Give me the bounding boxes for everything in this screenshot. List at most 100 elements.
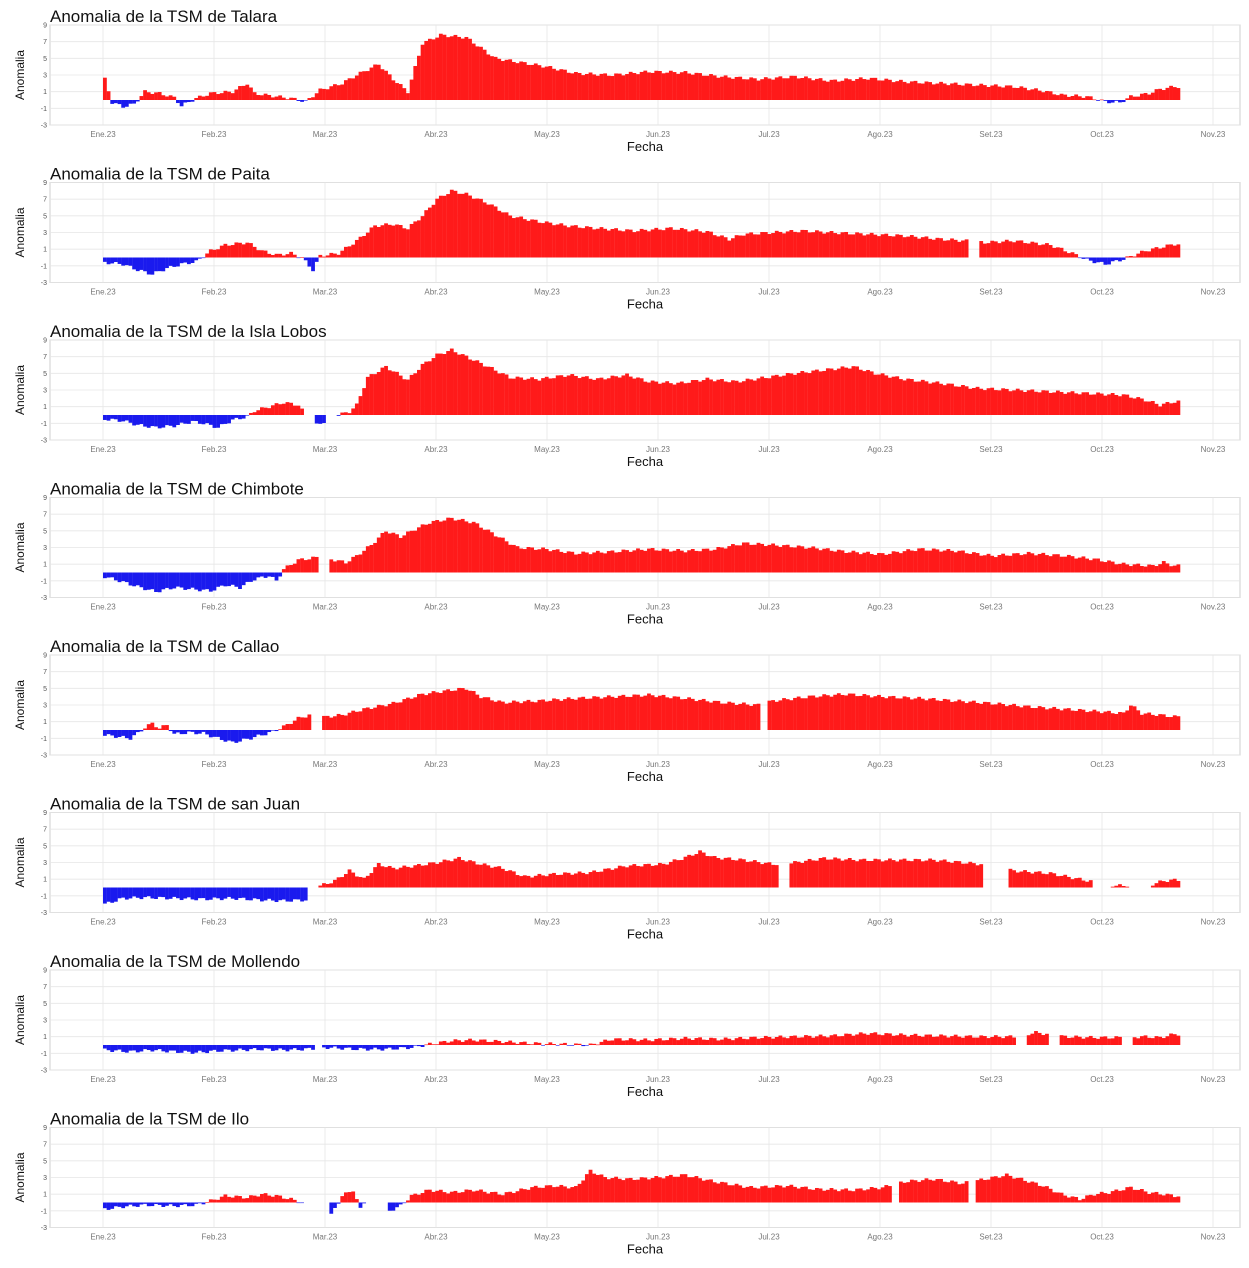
anomaly-bar xyxy=(358,71,363,100)
anomaly-bar xyxy=(972,552,976,573)
anomaly-bar xyxy=(698,381,702,415)
anomaly-bar xyxy=(165,257,169,269)
anomaly-bar xyxy=(1103,711,1108,730)
anomaly-bar xyxy=(756,1188,761,1203)
anomaly-bar xyxy=(260,1193,264,1203)
y-tick-label: 7 xyxy=(43,827,47,834)
anomaly-bar xyxy=(643,70,648,100)
anomaly-bar xyxy=(606,1179,611,1203)
anomaly-bar xyxy=(665,549,670,573)
anomaly-bar xyxy=(296,100,301,101)
anomaly-bar xyxy=(267,408,272,415)
anomaly-bar xyxy=(234,415,239,418)
anomaly-bar xyxy=(665,72,670,100)
anomaly-bar xyxy=(647,72,651,100)
anomaly-bar xyxy=(216,1199,220,1203)
anomaly-bar xyxy=(1001,87,1006,100)
anomaly-bar xyxy=(245,730,250,739)
anomaly-bar xyxy=(793,231,797,258)
anomaly-bar xyxy=(756,542,761,573)
anomaly-bar xyxy=(1008,704,1013,730)
anomaly-bar xyxy=(541,67,545,100)
anomaly-bar xyxy=(278,253,283,258)
anomaly-bar xyxy=(172,415,177,428)
anomaly-bar xyxy=(1023,87,1027,100)
anomaly-bar xyxy=(855,79,859,100)
anomaly-bar xyxy=(544,876,549,888)
anomaly-bar xyxy=(909,379,914,415)
anomaly-bar xyxy=(778,1035,783,1045)
anomaly-bar xyxy=(245,1045,250,1052)
anomaly-bar xyxy=(380,367,385,415)
anomaly-bar xyxy=(340,560,345,573)
anomaly-bar xyxy=(920,548,925,573)
anomaly-bar xyxy=(705,377,710,415)
anomaly-bar xyxy=(417,369,421,415)
x-tick-label: Ene.23 xyxy=(90,130,116,139)
anomaly-bar xyxy=(873,554,878,573)
anomaly-bar xyxy=(365,232,370,258)
anomaly-bar xyxy=(124,1202,129,1207)
anomaly-bar xyxy=(1114,713,1119,730)
anomaly-bar xyxy=(913,381,918,415)
anomaly-bar xyxy=(731,78,735,100)
anomaly-bar xyxy=(621,866,626,888)
anomaly-bar xyxy=(563,225,567,258)
anomaly-bar xyxy=(1125,256,1130,258)
anomaly-bar xyxy=(373,1045,377,1048)
anomaly-bar xyxy=(694,1038,699,1045)
anomaly-bar xyxy=(417,1194,421,1203)
anomaly-bar xyxy=(975,865,980,888)
anomaly-bar xyxy=(497,58,502,100)
anomaly-bar xyxy=(307,98,312,100)
anomaly-bar xyxy=(1158,248,1163,258)
anomaly-bar xyxy=(336,415,341,416)
x-tick-label: Mar.23 xyxy=(313,603,338,612)
anomaly-bar xyxy=(964,239,969,258)
anomaly-bar xyxy=(862,371,867,415)
anomaly-bar xyxy=(950,1036,954,1045)
anomaly-bar xyxy=(636,694,640,730)
anomaly-bar xyxy=(778,1185,783,1203)
anomaly-bar xyxy=(950,701,954,730)
chart-panel: Anomalia de la TSM de Mollendo-3-113579E… xyxy=(13,952,1241,1099)
anomaly-bar xyxy=(504,1041,509,1045)
anomaly-bar xyxy=(975,553,980,573)
anomaly-bar xyxy=(610,228,615,258)
anomaly-bar xyxy=(1099,1036,1104,1045)
anomaly-bar xyxy=(172,1045,177,1051)
x-tick-label: Oct.23 xyxy=(1090,288,1114,297)
anomaly-bar xyxy=(621,1040,626,1045)
anomaly-bar xyxy=(628,1038,633,1045)
anomaly-bar xyxy=(453,858,458,888)
anomaly-bar xyxy=(800,77,805,100)
anomaly-bar xyxy=(687,1177,692,1203)
anomaly-bar xyxy=(442,354,447,415)
anomaly-bar xyxy=(1059,93,1064,100)
anomaly-bar xyxy=(599,698,604,730)
anomaly-bar xyxy=(1037,90,1042,100)
anomaly-bar xyxy=(1143,566,1148,573)
anomaly-bar xyxy=(997,243,1002,258)
anomaly-bar xyxy=(957,861,962,888)
anomaly-bar xyxy=(931,548,936,573)
anomaly-bar xyxy=(358,554,363,573)
anomaly-bar xyxy=(712,75,717,100)
anomaly-bar xyxy=(1048,91,1053,100)
anomaly-bar xyxy=(727,546,732,573)
anomaly-bar xyxy=(979,241,984,258)
anomaly-bar xyxy=(741,859,746,888)
anomaly-bar xyxy=(559,700,564,730)
anomaly-bar xyxy=(267,572,272,577)
anomaly-bar xyxy=(763,546,768,573)
anomaly-bar xyxy=(300,1045,304,1051)
anomaly-bar xyxy=(588,378,593,415)
anomaly-bar xyxy=(1143,401,1148,415)
anomaly-bar xyxy=(296,405,301,415)
anomaly-bar xyxy=(333,1045,337,1047)
chart-title: Anomalia de la TSM de Mollendo xyxy=(50,952,300,971)
anomaly-bar xyxy=(216,94,220,100)
anomaly-bar xyxy=(1088,560,1093,573)
anomaly-bar xyxy=(438,195,443,258)
anomaly-bar xyxy=(442,195,447,258)
